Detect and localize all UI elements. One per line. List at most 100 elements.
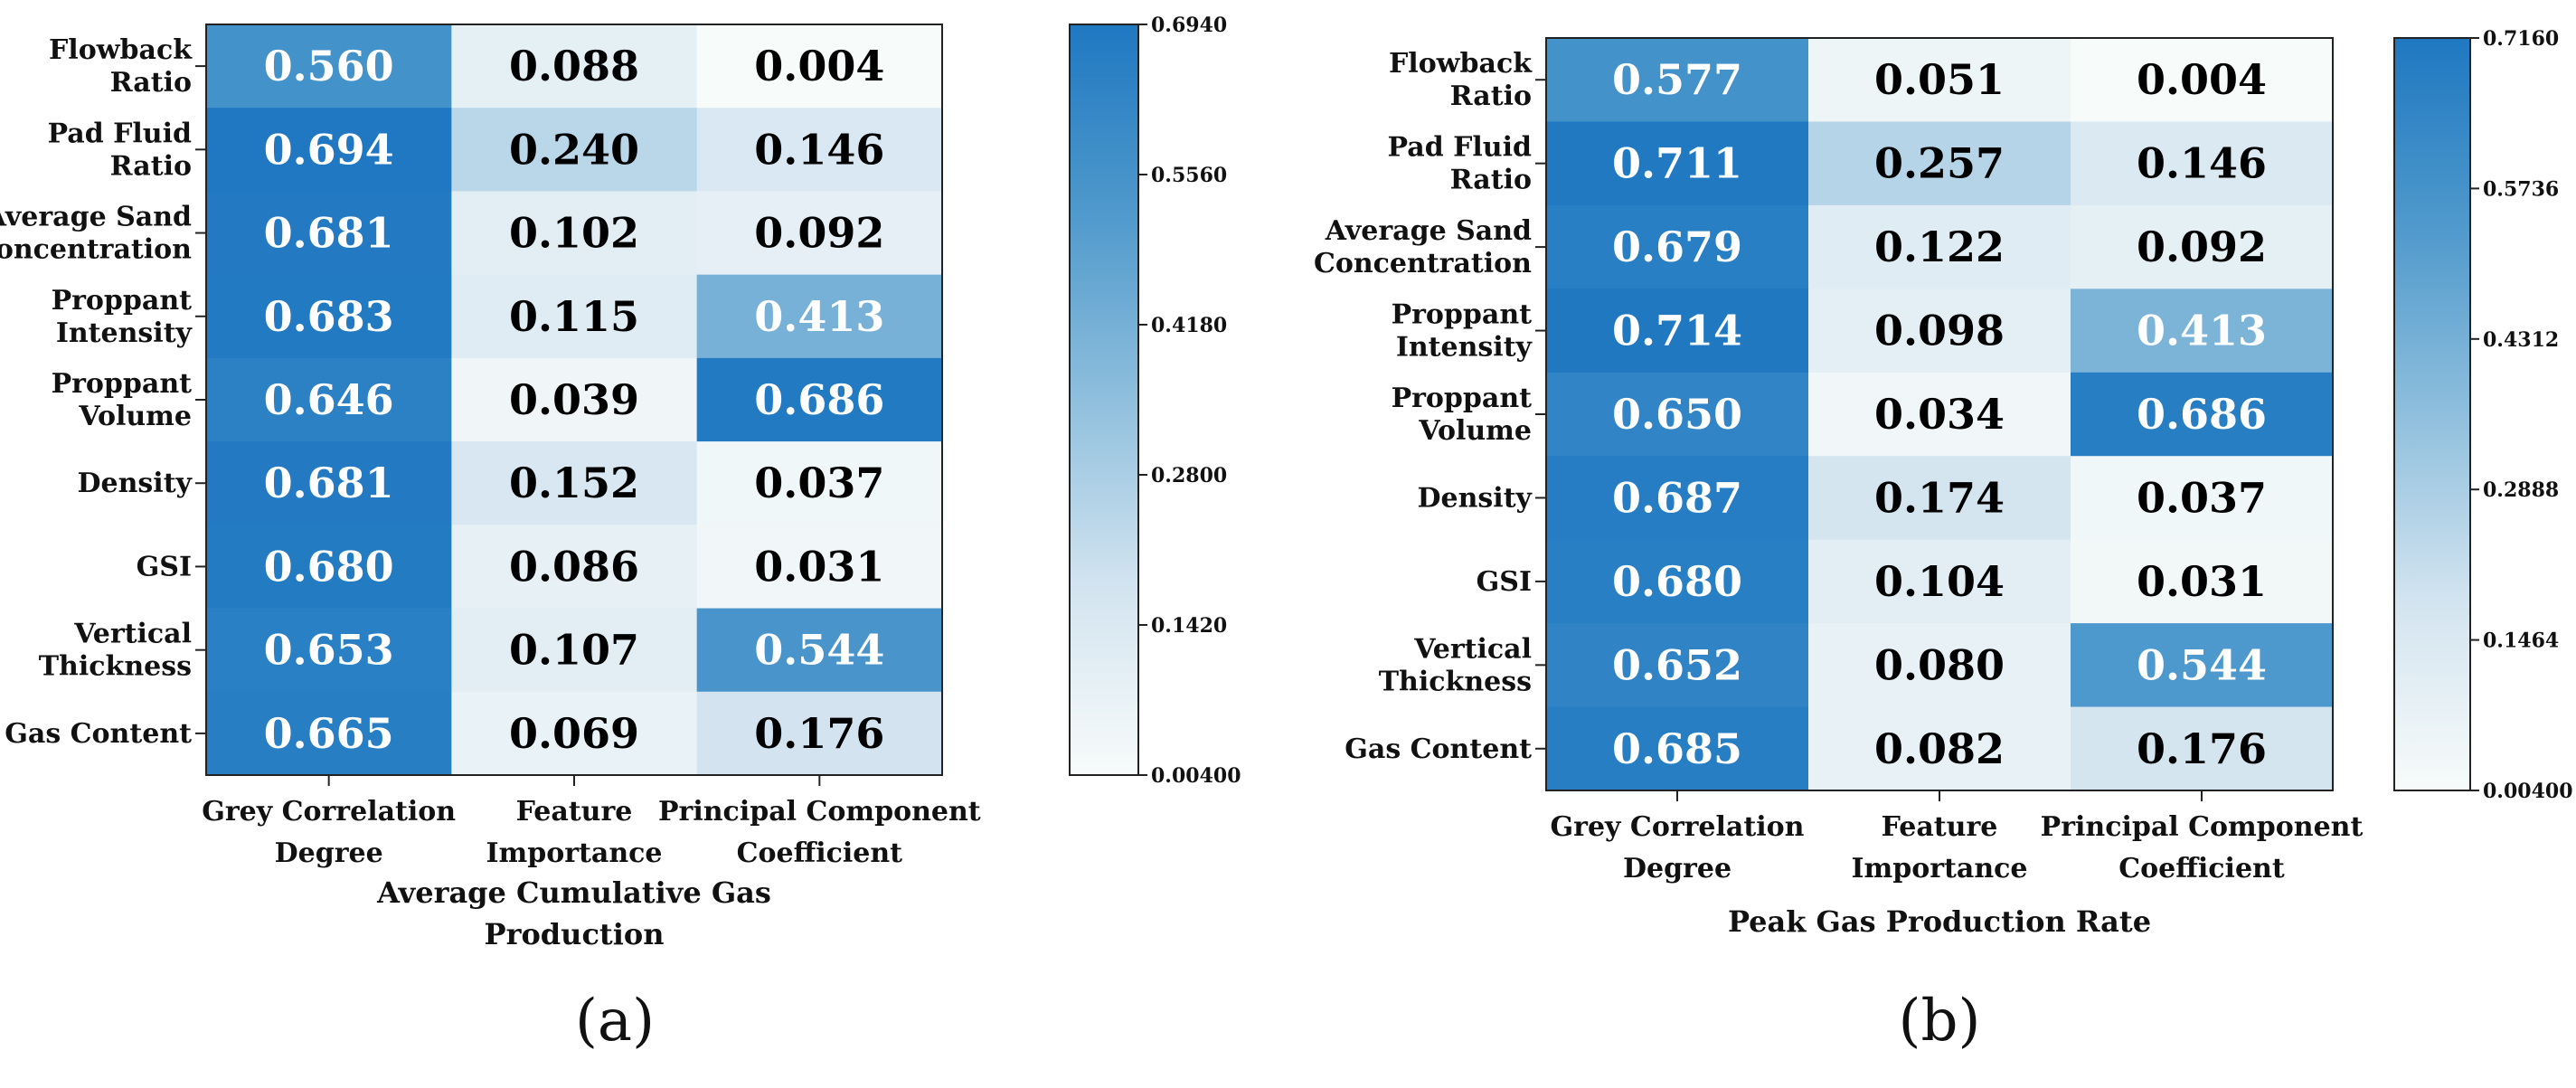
cell-value-label: 0.646 [264, 375, 394, 424]
y-tick-label: Vertical [73, 619, 192, 650]
x-tick-label: Coefficient [2118, 853, 2285, 885]
cell-value-label: 0.069 [509, 709, 639, 758]
heatmap-cell [696, 441, 943, 525]
colorbar-tick-label: 0.5560 [1151, 164, 1227, 187]
y-tick-label: Flowback [1389, 48, 1533, 80]
heatmap-cell [1808, 121, 2071, 206]
cell-value-label: 0.037 [754, 459, 884, 507]
heatmap-cell [1546, 204, 1809, 289]
y-tick-label: Intensity [1396, 332, 1533, 364]
cell-value-label: 0.039 [509, 375, 639, 424]
cell-value-label: 0.092 [2137, 222, 2267, 271]
panel-label: (a) [575, 988, 655, 1055]
heatmap-cell [451, 608, 698, 693]
heatmap-cell [696, 191, 943, 276]
y-tick-label: GSI [1477, 566, 1532, 598]
cell-value-label: 0.679 [1612, 222, 1742, 271]
cell-value-label: 0.680 [264, 542, 394, 591]
cell-value-label: 0.413 [754, 292, 884, 341]
heatmap-panel-b: 0.577 0.051 0.004 0.711 0.257 0.146 0.679 0.122… [1314, 27, 2573, 1055]
heatmap-cell [1808, 539, 2071, 624]
y-tick-label: Thickness [1379, 666, 1532, 697]
colorbar-tick-label: 0.6940 [1151, 14, 1227, 37]
heatmap-cell [1546, 372, 1809, 457]
y-tick-label: Proppant [52, 368, 193, 400]
heatmap-cell [1546, 38, 1809, 122]
heatmap-cell [206, 108, 452, 192]
cell-value-label: 0.577 [1612, 55, 1742, 104]
cell-value-label: 0.653 [264, 626, 394, 675]
cell-value-label: 0.104 [1874, 557, 2005, 606]
heatmap-cell [1808, 289, 2071, 374]
x-tick-label: Degree [1623, 853, 1731, 885]
cell-value-label: 0.544 [2137, 640, 2267, 689]
cell-value-label: 0.652 [1612, 640, 1742, 689]
heatmap-cell [1808, 38, 2071, 122]
y-tick-label: Ratio [1450, 165, 1532, 196]
cell-value-label: 0.098 [1874, 307, 2005, 355]
heatmap-cell [696, 108, 943, 192]
heatmap-cell [1546, 706, 1809, 791]
colorbar-tick-label: 0.2888 [2483, 478, 2559, 502]
cell-value-label: 0.004 [2137, 55, 2267, 104]
heatmap-cell [1808, 204, 2071, 289]
heatmap-cell [206, 274, 452, 359]
heatmap-cell [206, 191, 452, 276]
y-tick-label: Volume [78, 401, 192, 432]
heatmap-cell [2071, 204, 2334, 289]
cell-value-label: 0.650 [1612, 390, 1742, 439]
x-tick-label: Principal Component [658, 796, 981, 828]
cell-value-label: 0.037 [2137, 473, 2267, 522]
x-tick-label: Degree [275, 837, 383, 869]
y-tick-label: Thickness [39, 651, 192, 683]
colorbar-tick-label: 0.2800 [1151, 464, 1227, 487]
panel-label: (b) [1899, 988, 1981, 1055]
heatmap-cell [1546, 623, 1809, 708]
heatmap-cell [206, 525, 452, 610]
cell-value-label: 0.176 [754, 709, 884, 758]
x-tick-label: Feature [1882, 811, 1998, 843]
y-tick-label: Gas Content [1345, 733, 1532, 765]
heatmap-cell [451, 357, 698, 442]
cell-value-label: 0.102 [509, 209, 639, 258]
heatmap-cell [2071, 289, 2334, 374]
colorbar-tick-label: 0.1420 [1151, 614, 1227, 638]
heatmap-cell [696, 608, 943, 693]
y-tick-label: Flowback [49, 34, 193, 66]
heatmap-cell [451, 108, 698, 192]
heatmap-cell [1808, 706, 2071, 791]
y-tick-label: Density [78, 468, 193, 499]
cell-value-label: 0.031 [2137, 557, 2267, 606]
heatmap-cell [206, 357, 452, 442]
colorbar [1069, 24, 1139, 776]
heatmap-cell [2071, 372, 2334, 457]
y-tick-label: Average Sand [1325, 215, 1532, 247]
cell-value-label: 0.152 [509, 459, 639, 507]
cell-value-label: 0.714 [1612, 307, 1742, 355]
x-tick-label: Grey Correlation [1551, 811, 1805, 843]
cell-value-label: 0.560 [264, 42, 394, 90]
y-tick-label: Concentration [0, 234, 192, 266]
cell-value-label: 0.694 [264, 125, 394, 174]
y-tick-label: Pad Fluid [1388, 132, 1533, 164]
heatmap-cell [206, 608, 452, 693]
colorbar-tick-label: 0.4312 [2483, 328, 2559, 352]
x-axis-title: Peak Gas Production Rate [1728, 904, 2151, 939]
heatmap-panel-a: 0.560 0.088 0.004 0.694 0.240 0.146 0.681 0.102… [0, 14, 1241, 1055]
heatmap-cell [696, 525, 943, 610]
cell-value-label: 0.257 [1874, 139, 2005, 188]
y-tick-label: Pad Fluid [48, 118, 193, 149]
heatmap-cell [451, 274, 698, 359]
cell-value-label: 0.174 [1874, 473, 2005, 522]
heatmap-cell [451, 691, 698, 776]
cell-value-label: 0.092 [754, 209, 884, 258]
colorbar [2393, 37, 2471, 791]
heatmap-cell [451, 191, 698, 276]
heatmap-cell [2071, 456, 2334, 541]
heatmap-cell [2071, 539, 2334, 624]
heatmap-cell [1808, 372, 2071, 457]
cell-value-label: 0.086 [509, 542, 639, 591]
y-tick-label: Concentration [1314, 248, 1532, 279]
y-tick-label: Vertical [1413, 633, 1532, 665]
cell-value-label: 0.146 [2137, 139, 2267, 188]
